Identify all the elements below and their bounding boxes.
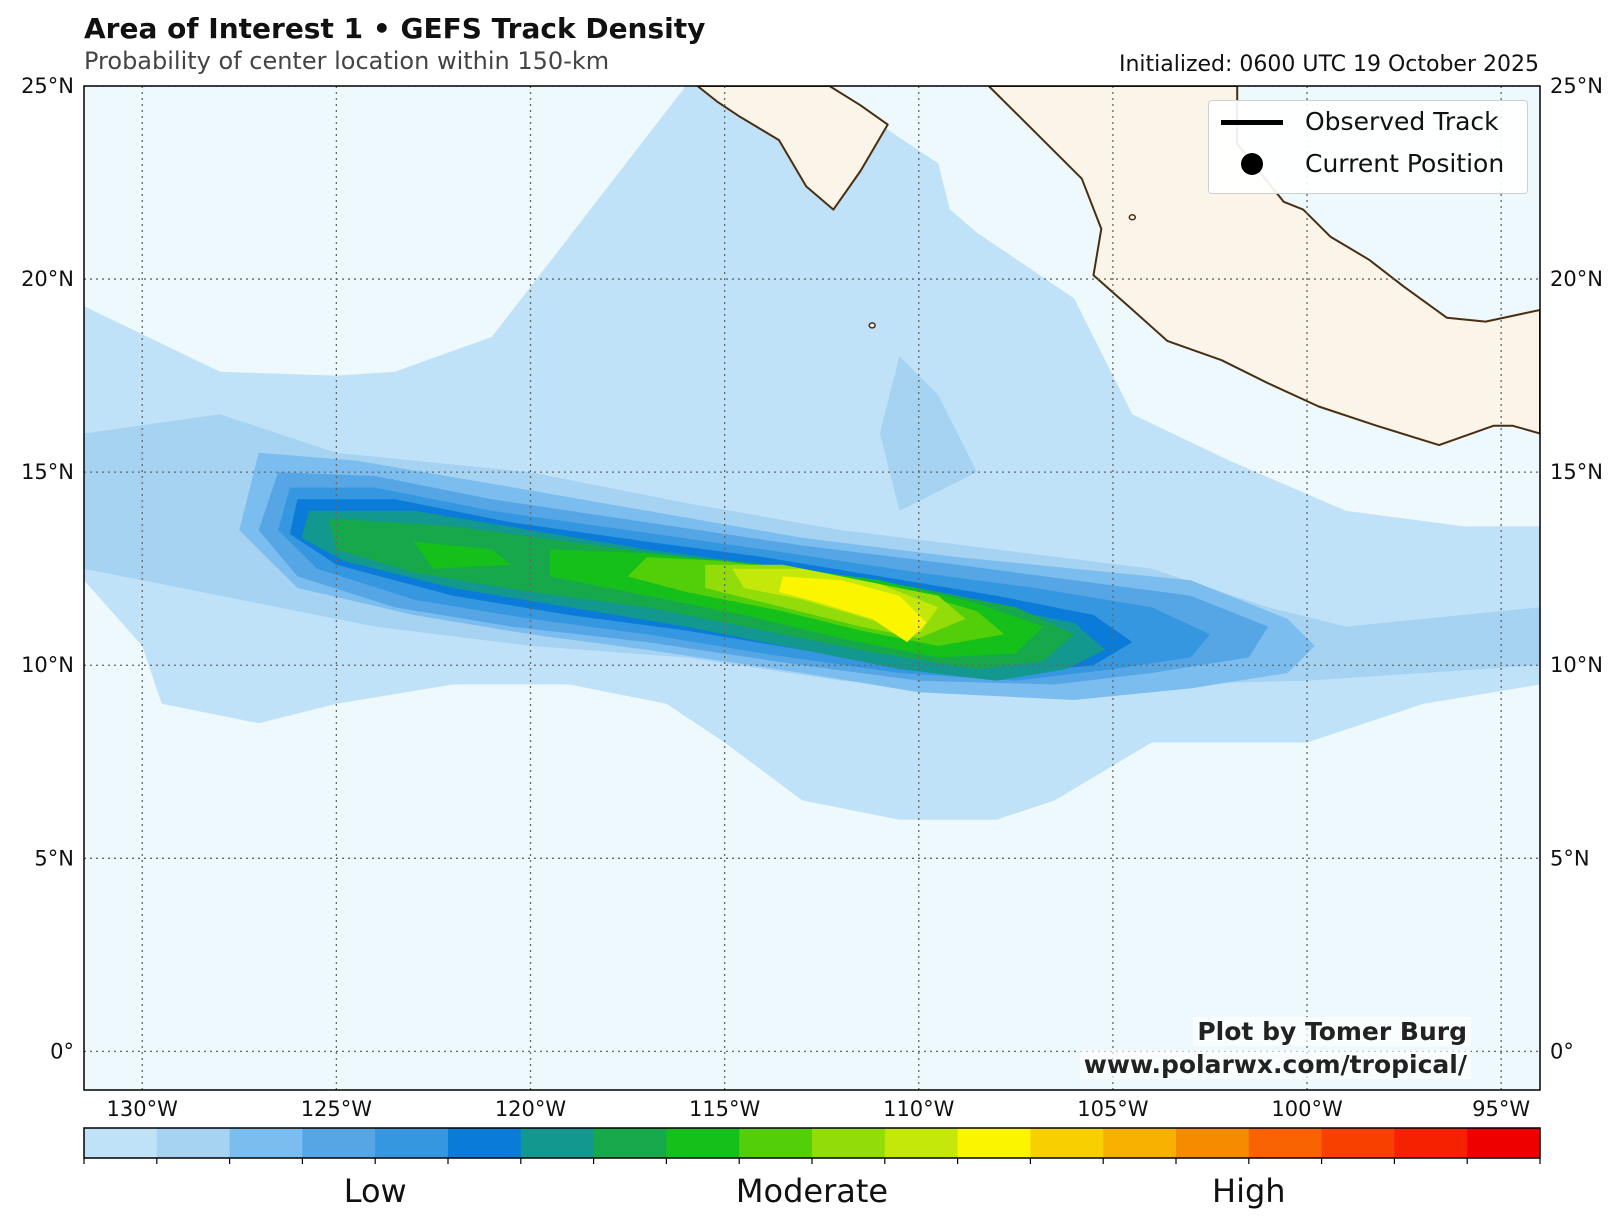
x-tick-label: 115°W xyxy=(689,1097,761,1121)
colorbar-segment xyxy=(229,1128,303,1158)
density-level-13 xyxy=(779,576,927,643)
colorbar-segment xyxy=(666,1128,740,1158)
y-tick-label-left: 20°N xyxy=(21,267,74,291)
density-level-2 xyxy=(879,356,977,511)
colorbar-segment xyxy=(1103,1128,1177,1158)
y-tick-label-right: 20°N xyxy=(1550,267,1603,291)
colorbar-segment xyxy=(957,1128,1031,1158)
y-tick-label-left: 10°N xyxy=(21,653,74,677)
colorbar-segment xyxy=(302,1128,376,1158)
colorbar-segment xyxy=(1248,1128,1323,1158)
y-tick-label-right: 0° xyxy=(1550,1039,1574,1063)
density-level-1 xyxy=(821,124,977,453)
colorbar-label: Low xyxy=(344,1172,407,1210)
colorbar-label: High xyxy=(1212,1172,1286,1210)
colorbar-segment xyxy=(884,1128,959,1158)
x-tick-label: 105°W xyxy=(1077,1097,1149,1121)
colorbar-segment xyxy=(1321,1128,1395,1158)
colorbar-segment xyxy=(520,1128,595,1158)
x-tick-label: 130°W xyxy=(107,1097,179,1121)
y-tick-label-right: 10°N xyxy=(1550,653,1603,677)
colorbar-segment xyxy=(1394,1128,1468,1158)
x-tick-label: 110°W xyxy=(883,1097,955,1121)
x-tick-label: 95°W xyxy=(1472,1097,1530,1121)
colorbar-segment xyxy=(1030,1128,1104,1158)
initialized-time: Initialized: 0600 UTC 19 October 2025 xyxy=(1118,52,1539,77)
legend-observed-track-label: Observed Track xyxy=(1305,107,1499,136)
colorbar-segment xyxy=(375,1128,449,1158)
y-tick-label-left: 15°N xyxy=(21,460,74,484)
observed-track-line-icon xyxy=(1221,120,1283,125)
colorbar-segment xyxy=(156,1128,231,1158)
x-tick-label: 120°W xyxy=(495,1097,567,1121)
colorbar-segment xyxy=(1176,1128,1250,1158)
density-level-9 xyxy=(414,541,512,569)
y-tick-label-right: 15°N xyxy=(1550,460,1603,484)
y-tick-label-right: 25°N xyxy=(1550,74,1603,98)
density-layer xyxy=(84,86,1540,1090)
y-tick-label-right: 5°N xyxy=(1550,846,1590,870)
figure-subtitle: Probability of center location within 15… xyxy=(84,47,610,75)
credit-author: Plot by Tomer Burg xyxy=(1193,1017,1471,1046)
island xyxy=(868,322,876,329)
island xyxy=(1128,214,1137,221)
colorbar-segment xyxy=(812,1128,886,1158)
land-polygon xyxy=(987,86,1540,447)
colorbar-segment xyxy=(739,1128,813,1158)
y-tick-label-left: 5°N xyxy=(34,846,74,870)
y-tick-label-left: 0° xyxy=(50,1039,74,1063)
legend-current-position-label: Current Position xyxy=(1305,149,1505,178)
x-tick-label: 100°W xyxy=(1271,1097,1343,1121)
map-legend: Observed Track Current Position xyxy=(1208,100,1528,194)
plot-frame xyxy=(83,85,1541,1091)
land-polygon xyxy=(696,86,889,211)
colorbar-label: Moderate xyxy=(736,1172,888,1210)
colorbar-segment xyxy=(448,1128,522,1158)
colorbar-segment xyxy=(593,1128,667,1158)
current-position-dot-icon xyxy=(1241,153,1263,175)
colorbar-segment xyxy=(1467,1128,1541,1158)
colorbar-segment xyxy=(84,1128,158,1158)
figure-title: Area of Interest 1 • GEFS Track Density xyxy=(84,12,706,45)
x-tick-label: 125°W xyxy=(301,1097,373,1121)
credit-url: www.polarwx.com/tropical/ xyxy=(1079,1050,1471,1079)
y-tick-label-left: 25°N xyxy=(21,74,74,98)
